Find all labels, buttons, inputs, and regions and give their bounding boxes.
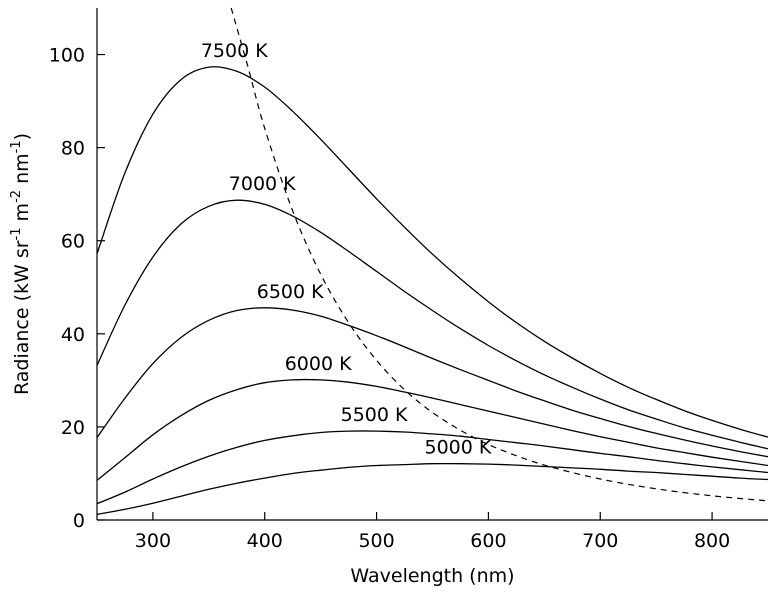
series-label: 7000 K	[229, 173, 296, 195]
series-line	[96, 199, 768, 450]
y-tick-label: 80	[61, 138, 85, 160]
peak-locus-line	[230, 7, 768, 502]
series-label: 5000 K	[425, 437, 492, 459]
y-axis-title-base: Radiance (kW sr	[11, 240, 33, 395]
y-tick-label: 60	[61, 231, 85, 253]
series-line	[96, 430, 768, 505]
y-tick-label: 100	[49, 45, 85, 67]
x-tick-label: 600	[470, 530, 506, 552]
x-tick-label: 800	[694, 530, 730, 552]
series-line	[96, 378, 768, 481]
axes	[96, 8, 768, 521]
y-axis-title-mid-2: nm	[11, 153, 33, 190]
y-axis-title-sup-1: -1	[9, 227, 24, 240]
series-label: 7500 K	[201, 40, 268, 62]
series-label: 5500 K	[341, 404, 408, 426]
x-tick-label: 400	[247, 530, 283, 552]
y-axis-title-sup-3: -1	[9, 140, 24, 153]
x-tick-label: 300	[135, 530, 171, 552]
curves	[96, 7, 768, 516]
series-line	[96, 307, 768, 458]
ticks: 300 400 500 600 700 800 0 20 40 60 80 100	[49, 45, 730, 552]
x-tick-label: 500	[358, 530, 394, 552]
y-tick-label: 20	[61, 417, 85, 439]
curve-labels: 7500 K 7000 K 6500 K 6000 K 5500 K 5000 K	[201, 40, 492, 459]
y-axis-title: Radiance (kW sr-1 m-2 nm-1)	[9, 133, 33, 395]
y-tick-label: 40	[61, 324, 85, 346]
x-axis-title: Wavelength (nm)	[350, 565, 514, 587]
series-line	[96, 66, 768, 438]
series-label: 6500 K	[257, 281, 324, 303]
y-axis-title-end: )	[11, 133, 33, 140]
series-label: 6000 K	[285, 353, 352, 375]
x-tick-label: 700	[582, 530, 618, 552]
y-axis-title-mid-1: m	[11, 203, 33, 228]
y-axis-title-sup-2: -2	[9, 190, 24, 203]
series-line	[96, 462, 768, 516]
y-tick-label: 0	[73, 510, 85, 532]
